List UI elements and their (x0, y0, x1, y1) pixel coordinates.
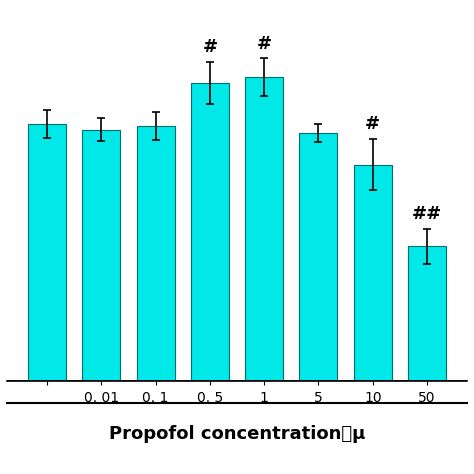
Text: #: # (256, 35, 272, 53)
Bar (408, 246, 446, 474)
X-axis label: Propofol concentration（μ: Propofol concentration（μ (109, 425, 365, 443)
Bar (137, 126, 174, 474)
Text: #: # (365, 115, 380, 133)
Bar (191, 83, 229, 474)
Bar (245, 77, 283, 474)
Bar (300, 133, 337, 474)
Bar (28, 124, 66, 474)
Bar (354, 164, 392, 474)
Text: ##: ## (412, 205, 442, 223)
Text: #: # (202, 38, 218, 56)
Bar (82, 129, 120, 474)
